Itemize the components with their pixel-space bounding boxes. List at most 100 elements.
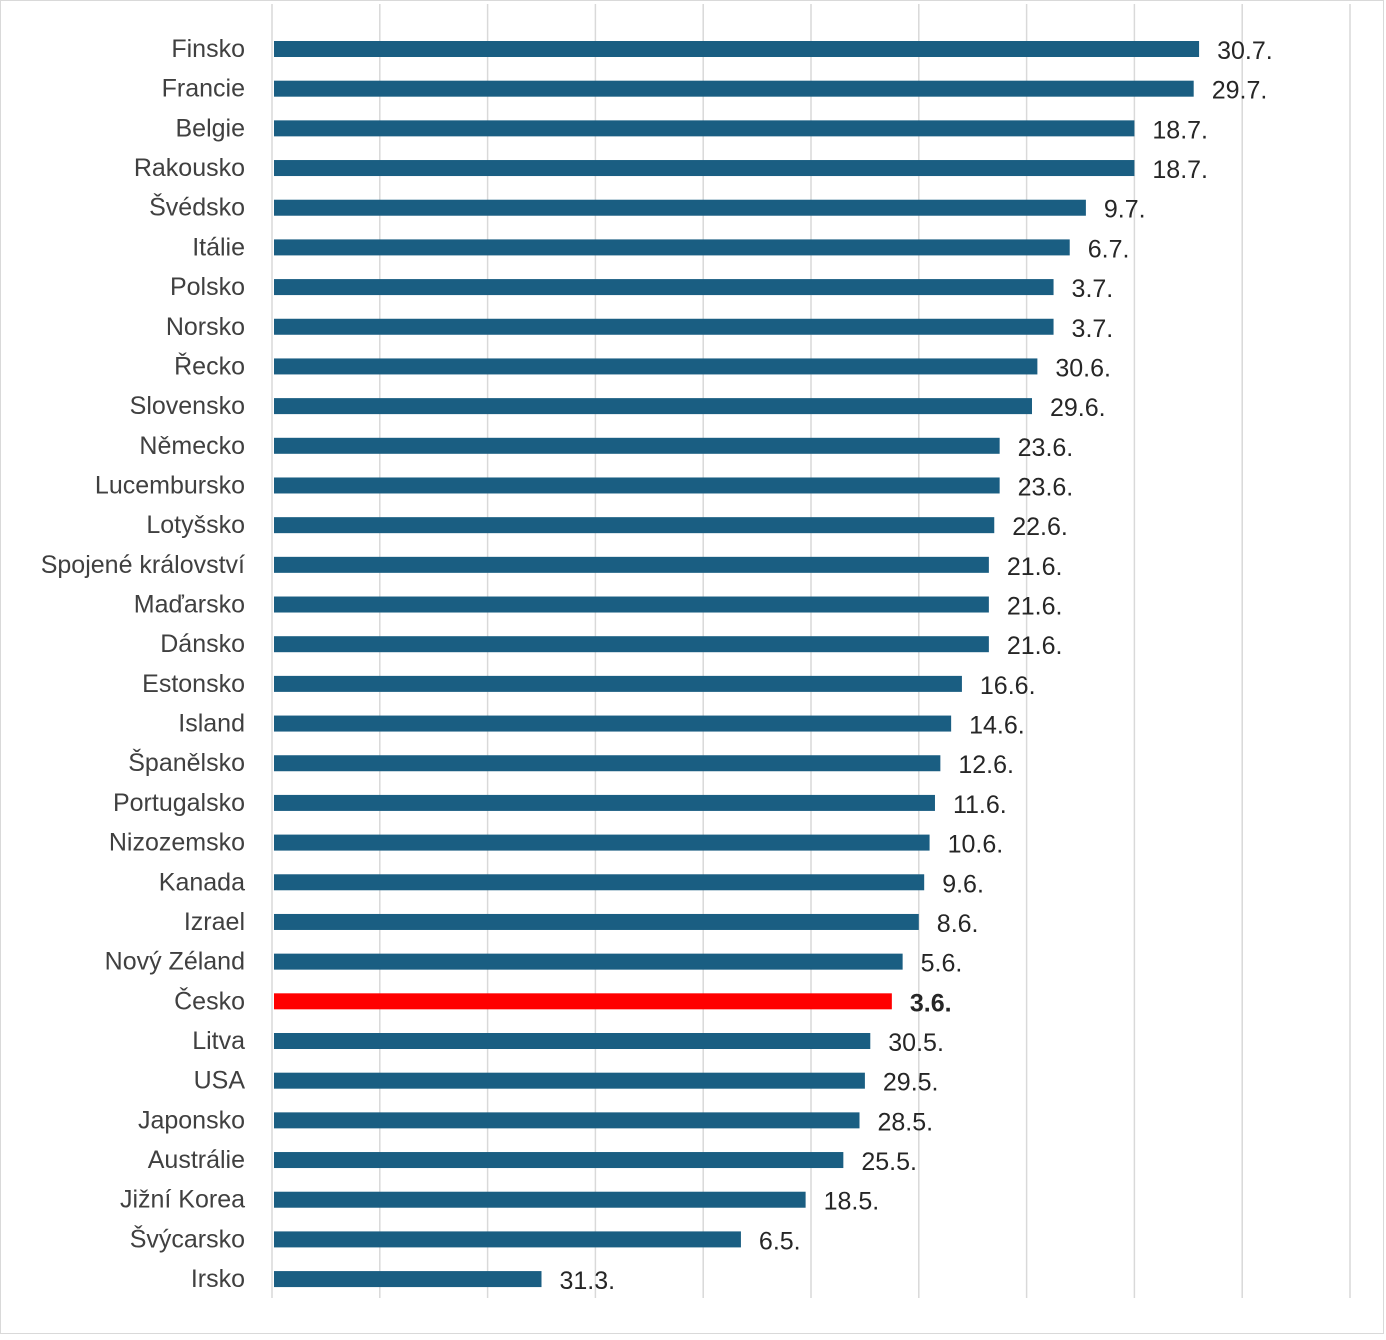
category-label: Nový Zéland <box>105 948 245 976</box>
data-label: 29.6. <box>1050 394 1106 422</box>
category-label: Řecko <box>174 351 245 380</box>
category-label: Izrael <box>184 908 245 936</box>
category-label: Jižní Korea <box>120 1186 245 1214</box>
category-label: Švédsko <box>149 193 245 222</box>
category-label: Česko <box>174 986 245 1015</box>
category-label: Nizozemsko <box>109 829 245 857</box>
category-labels: Finsko Francie Belgie Rakousko Švédsko Itálie… <box>41 35 246 1293</box>
category-label: Slovensko <box>130 392 245 420</box>
data-label: 31.3. <box>560 1267 616 1295</box>
bar <box>274 953 903 970</box>
bars <box>274 41 1200 1288</box>
data-label: 18.5. <box>824 1188 880 1216</box>
data-label: 9.7. <box>1104 196 1146 224</box>
bar <box>274 1072 865 1089</box>
bar <box>274 41 1200 57</box>
category-label: Austrálie <box>148 1146 245 1174</box>
bar <box>274 160 1135 177</box>
bar <box>274 358 1038 375</box>
category-label: Island <box>178 710 245 738</box>
bar <box>274 715 952 732</box>
data-label: 3.7. <box>1072 275 1114 303</box>
category-label: Rakousko <box>134 154 245 182</box>
data-label: 14.6. <box>969 712 1025 740</box>
bar <box>274 874 925 891</box>
bar <box>274 1033 871 1049</box>
data-label: 29.7. <box>1212 77 1268 105</box>
category-label: Lucembursko <box>95 471 245 499</box>
data-label: 21.6. <box>1007 593 1063 621</box>
data-label: 6.7. <box>1088 235 1130 263</box>
category-label: Litva <box>192 1027 245 1055</box>
bar <box>274 636 989 653</box>
data-label: 8.6. <box>937 910 979 938</box>
data-label: 23.6. <box>1018 473 1074 501</box>
category-label: Kanada <box>159 868 245 896</box>
category-label: Dánsko <box>160 630 245 658</box>
bar <box>274 596 989 613</box>
bar <box>274 398 1032 415</box>
bar <box>274 517 995 534</box>
data-label: 30.7. <box>1217 37 1273 65</box>
category-label: USA <box>194 1067 246 1095</box>
data-label: 25.5. <box>861 1148 917 1176</box>
bar <box>274 1231 741 1248</box>
data-label: 3.6. <box>910 989 952 1017</box>
bar <box>274 279 1054 296</box>
bar <box>274 1152 844 1169</box>
category-label: Francie <box>162 75 245 103</box>
bar <box>274 1112 860 1129</box>
category-label: Polsko <box>170 273 245 301</box>
category-label: Spojené království <box>41 551 245 579</box>
category-label: Lotyšsko <box>146 511 245 539</box>
data-label: 12.6. <box>958 751 1014 779</box>
data-label: 18.7. <box>1152 116 1208 144</box>
data-label: 3.7. <box>1072 315 1114 343</box>
bar <box>274 120 1135 137</box>
category-label: Irsko <box>191 1265 245 1293</box>
data-label: 22.6. <box>1012 513 1068 541</box>
category-label: Německo <box>139 432 245 460</box>
category-label: Japonsko <box>138 1106 245 1134</box>
bar <box>274 80 1194 97</box>
bar <box>274 675 962 692</box>
value-labels: 30.7.29.7.18.7.18.7.9.7.6.7.3.7.3.7.30.6… <box>560 37 1273 1295</box>
category-label: Belgie <box>176 114 246 142</box>
bar <box>274 993 892 1010</box>
data-label: 28.5. <box>878 1108 934 1136</box>
bar <box>274 1191 806 1208</box>
category-label: Maďarsko <box>134 591 245 619</box>
bar <box>274 794 935 811</box>
data-label: 21.6. <box>1007 553 1063 581</box>
bar <box>274 477 1000 494</box>
data-label: 10.6. <box>948 831 1004 859</box>
data-label: 23.6. <box>1018 434 1074 462</box>
bar <box>274 556 989 573</box>
bar <box>274 199 1086 216</box>
bar <box>274 437 1000 454</box>
bar <box>274 913 919 930</box>
bar <box>274 834 930 851</box>
data-label: 18.7. <box>1152 156 1208 184</box>
bar <box>274 239 1070 256</box>
data-label: 30.5. <box>888 1029 944 1057</box>
data-label: 6.5. <box>759 1227 801 1255</box>
data-label: 9.6. <box>942 870 984 898</box>
data-label: 30.6. <box>1055 354 1111 382</box>
category-label: Estonsko <box>142 670 245 698</box>
data-label: 5.6. <box>921 950 963 978</box>
category-label: Norsko <box>166 313 245 341</box>
data-label: 16.6. <box>980 672 1036 700</box>
category-label: Portugalsko <box>113 789 245 817</box>
bar <box>274 1271 542 1288</box>
category-label: Švýcarsko <box>130 1224 245 1253</box>
data-label: 29.5. <box>883 1069 939 1097</box>
data-label: 21.6. <box>1007 632 1063 660</box>
bar <box>274 755 941 772</box>
data-label: 11.6. <box>953 791 1007 819</box>
category-label: Španělsko <box>128 748 245 777</box>
bar <box>274 318 1054 335</box>
